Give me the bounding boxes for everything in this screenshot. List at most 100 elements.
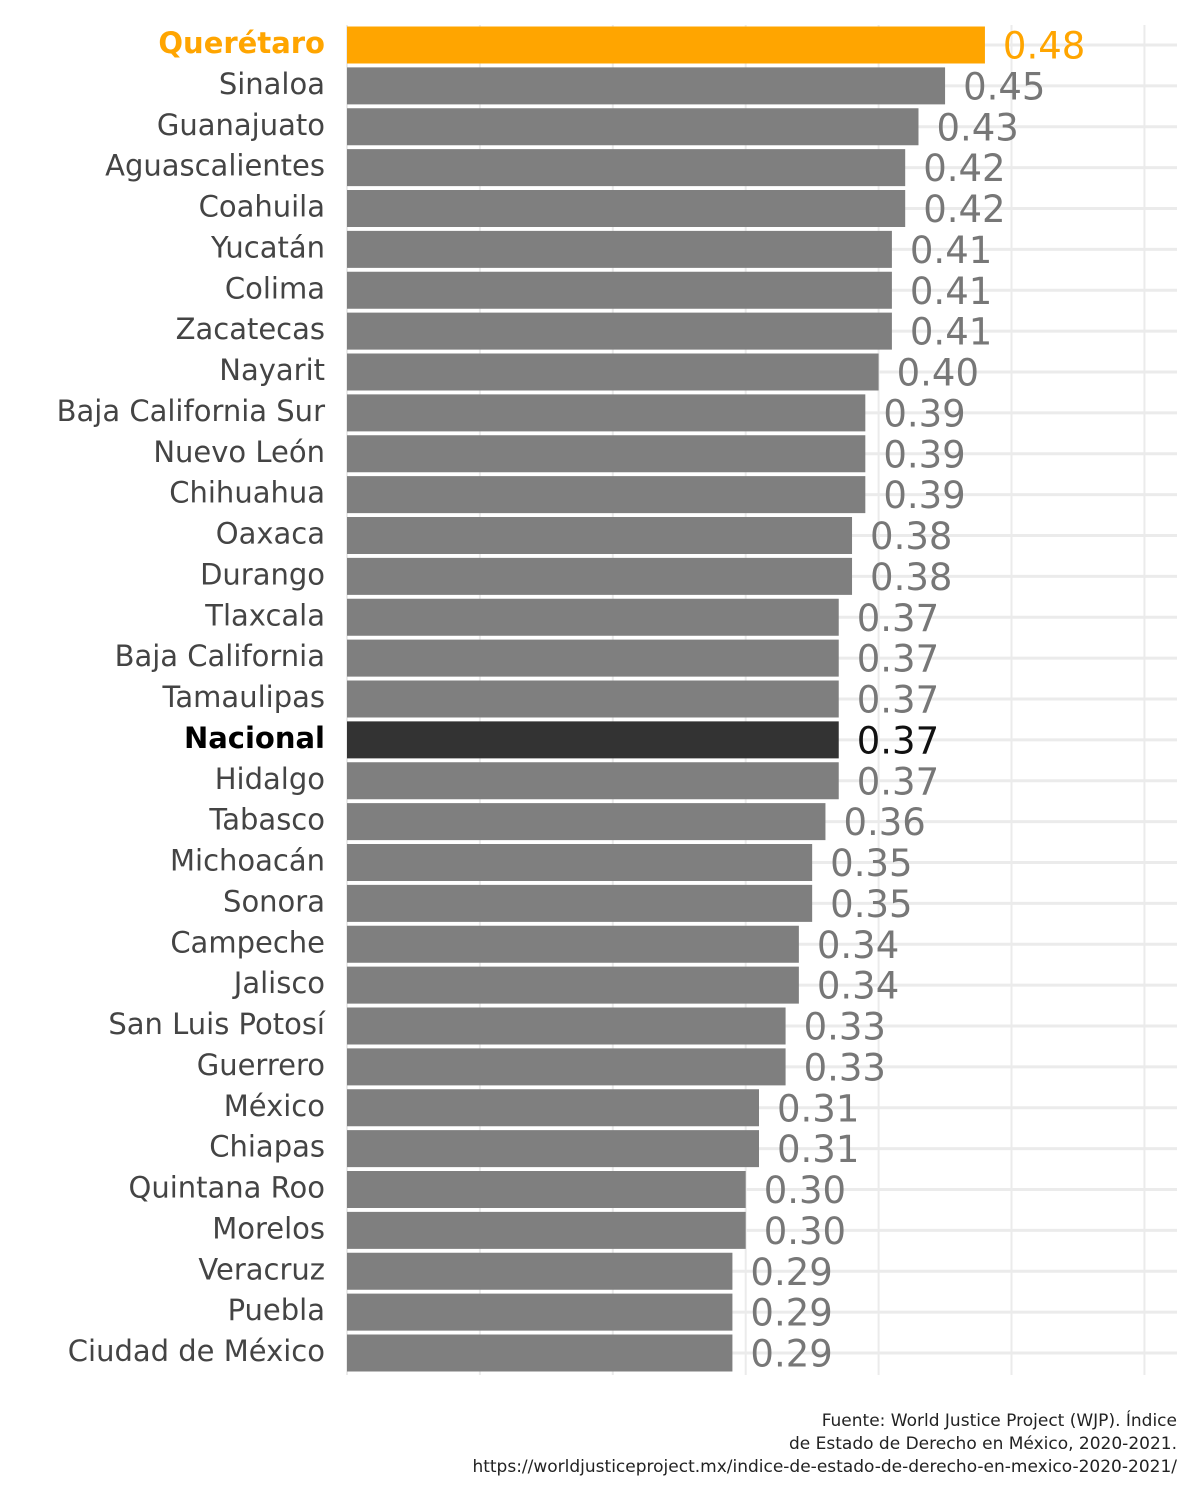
y-tick-label: Querétaro	[158, 26, 325, 60]
y-tick-label: Sonora	[223, 884, 325, 918]
y-tick-label: Nacional	[184, 721, 325, 755]
value-label: 0.38	[870, 556, 952, 599]
bar	[347, 844, 813, 881]
y-tick-label: Puebla	[228, 1293, 325, 1327]
y-tick-label: Chiapas	[209, 1130, 325, 1164]
y-tick-label: Jalisco	[232, 966, 325, 1000]
y-tick-label: México	[224, 1089, 325, 1123]
y-tick-label: Tamaulipas	[162, 680, 326, 714]
value-label: 0.34	[817, 965, 899, 1008]
y-tick-label: Aguascalientes	[105, 149, 325, 183]
value-label: 0.48	[1003, 25, 1085, 68]
value-label: 0.30	[764, 1169, 846, 1212]
bar	[347, 149, 906, 187]
bar	[347, 1334, 733, 1372]
y-tick-label: Ciudad de México	[68, 1334, 325, 1368]
bar	[347, 353, 879, 391]
value-label: 0.37	[857, 719, 939, 762]
y-tick-label: Oaxaca	[216, 517, 325, 551]
bar	[347, 312, 892, 350]
value-label: 0.42	[923, 188, 1005, 231]
value-label: 0.40	[897, 352, 979, 395]
y-tick-label: Tabasco	[208, 803, 325, 837]
bar	[347, 1211, 746, 1249]
value-label: 0.43	[936, 106, 1018, 149]
bar	[347, 598, 839, 636]
source-line: de Estado de Derecho en México, 2020-202…	[789, 1434, 1177, 1454]
bar	[347, 476, 866, 514]
bar	[347, 966, 799, 1004]
value-label: 0.30	[764, 1210, 846, 1253]
bar	[347, 1293, 733, 1331]
source-line: https://worldjusticeproject.mx/indice-de…	[472, 1457, 1177, 1477]
value-label: 0.38	[870, 515, 952, 558]
value-label: 0.29	[750, 1251, 832, 1294]
bar	[347, 230, 892, 268]
value-label: 0.31	[777, 1128, 859, 1171]
value-label: 0.37	[857, 638, 939, 681]
value-label: 0.29	[750, 1333, 832, 1376]
bar	[347, 1252, 733, 1290]
y-tick-label: Hidalgo	[215, 762, 325, 796]
y-tick-label: Veracruz	[198, 1252, 325, 1286]
bar	[347, 517, 853, 554]
y-tick-label: San Luis Potosí	[108, 1007, 326, 1041]
value-label: 0.31	[777, 1087, 859, 1130]
bar	[347, 1130, 759, 1168]
y-tick-label: Coahuila	[199, 190, 325, 224]
y-tick-label: Zacatecas	[176, 312, 325, 346]
bar	[347, 67, 946, 105]
y-tick-label: Baja California Sur	[57, 394, 325, 428]
value-label: 0.36	[843, 801, 925, 844]
y-tick-label: Michoacán	[170, 844, 325, 878]
value-label: 0.37	[857, 679, 939, 722]
value-label: 0.34	[817, 924, 899, 967]
bar	[347, 680, 839, 718]
y-tick-label: Guanajuato	[157, 108, 325, 142]
value-label: 0.41	[910, 229, 992, 272]
y-tick-label: Sinaloa	[219, 67, 325, 101]
bar	[347, 1007, 786, 1045]
bar	[347, 557, 853, 595]
bar	[347, 884, 813, 922]
bar	[347, 721, 839, 759]
y-tick-label: Morelos	[212, 1211, 325, 1245]
bar	[347, 639, 839, 677]
bar	[347, 1089, 759, 1127]
value-label: 0.35	[830, 842, 912, 885]
y-tick-label: Colima	[225, 271, 325, 305]
source-line: Fuente: World Justice Project (WJP). Índ…	[822, 1409, 1177, 1431]
value-label: 0.35	[830, 883, 912, 926]
y-tick-label: Baja California	[115, 639, 325, 673]
value-label: 0.45	[963, 65, 1045, 108]
bar	[347, 108, 919, 146]
value-label: 0.37	[857, 760, 939, 803]
y-tick-label: Chihuahua	[169, 476, 325, 510]
y-tick-label: Tlaxcala	[204, 598, 325, 632]
bar	[347, 435, 866, 473]
bar	[347, 803, 826, 841]
value-label: 0.41	[910, 270, 992, 313]
value-label: 0.39	[883, 392, 965, 435]
value-label: 0.39	[883, 433, 965, 476]
value-label: 0.33	[804, 1046, 886, 1089]
bar	[347, 26, 985, 64]
bar	[347, 1048, 786, 1086]
bar	[347, 762, 839, 800]
y-tick-label: Campeche	[170, 925, 325, 959]
value-label: 0.41	[910, 311, 992, 354]
bar	[347, 925, 799, 963]
y-tick-label: Quintana Roo	[129, 1171, 326, 1205]
value-label: 0.33	[804, 1006, 886, 1049]
y-tick-label: Guerrero	[197, 1048, 325, 1082]
y-tick-label: Durango	[200, 557, 325, 591]
bar	[347, 190, 906, 227]
value-label: 0.37	[857, 597, 939, 640]
value-label: 0.39	[883, 474, 965, 517]
y-tick-label: Yucatán	[210, 230, 325, 264]
value-label: 0.42	[923, 147, 1005, 190]
y-tick-label: Nayarit	[219, 353, 325, 387]
y-tick-label: Nuevo León	[153, 435, 325, 469]
bar	[347, 271, 892, 309]
